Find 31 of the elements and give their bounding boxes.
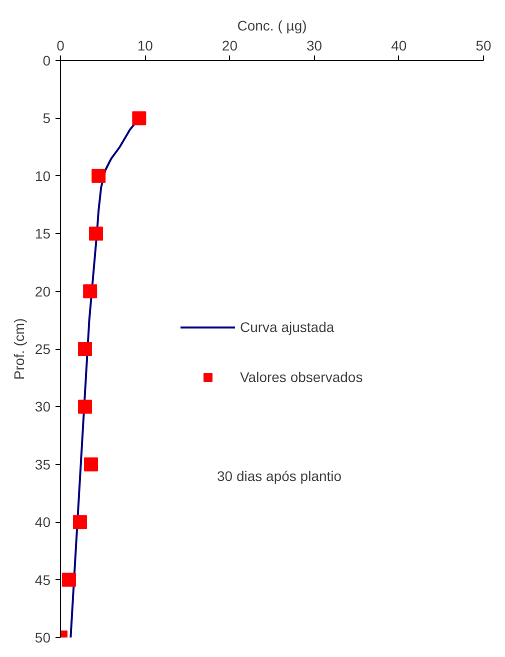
y-tick-label: 35 xyxy=(34,456,51,472)
point xyxy=(89,226,104,241)
y-axis-title: Prof. (cm) xyxy=(10,318,27,380)
point xyxy=(78,400,92,414)
y-tick-label: 15 xyxy=(34,226,51,242)
point xyxy=(83,284,98,298)
x-tick-label: 30 xyxy=(306,38,322,54)
point xyxy=(78,342,92,356)
y-tick-label: 50 xyxy=(34,630,51,646)
y-tick-label: 5 xyxy=(42,110,51,126)
x-tick-label: 50 xyxy=(476,38,492,54)
point xyxy=(84,457,98,472)
x-tick-label: 0 xyxy=(56,38,65,54)
x-tick-label: 40 xyxy=(391,38,407,54)
legend-label: Valores observados xyxy=(240,369,363,385)
x-tick-label: 10 xyxy=(137,38,154,54)
legend-label: Curva ajustada xyxy=(240,319,334,335)
point xyxy=(92,168,106,183)
y-tick-label: 20 xyxy=(34,283,51,300)
y-tick-label: 30 xyxy=(34,398,51,415)
annotation: 30 dias após plantio xyxy=(217,468,342,484)
y-tick-label: 45 xyxy=(34,572,51,588)
x-tick-label: 20 xyxy=(222,38,238,54)
y-tick-label: 0 xyxy=(42,52,51,68)
point xyxy=(62,572,76,587)
y-tick-label: 10 xyxy=(34,168,51,184)
point xyxy=(72,515,87,530)
y-tick-label: 40 xyxy=(34,514,51,530)
x-axis-title: Conc. ( µg) xyxy=(237,18,307,34)
point xyxy=(132,111,146,126)
y-tick-label: 25 xyxy=(34,341,51,357)
